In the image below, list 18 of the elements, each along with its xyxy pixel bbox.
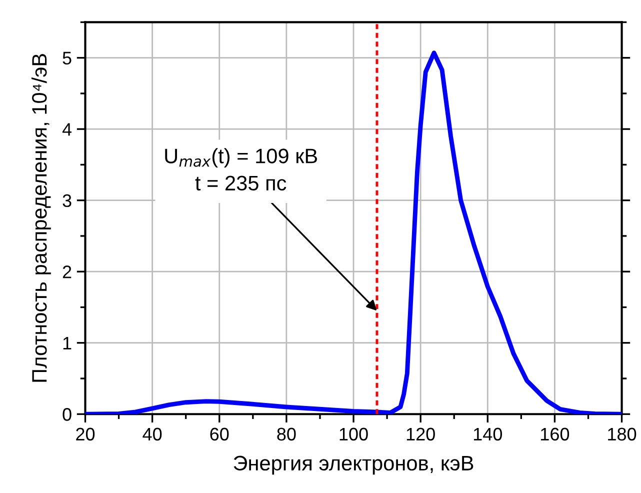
y-tick-label: 1: [63, 336, 72, 350]
y-axis-title: Плотность распределения, 10⁴/эВ: [31, 54, 51, 382]
y-tick-label: 3: [62, 194, 72, 208]
x-tick-label: 140: [474, 428, 502, 441]
y-tick-label: 4: [62, 123, 72, 136]
x-tick-label: 80: [277, 428, 296, 441]
y-tick-label: 5: [62, 52, 72, 65]
x-tick-label: 100: [340, 428, 368, 441]
y-tick-label: 0: [62, 408, 72, 421]
x-tick-label: 20: [76, 428, 95, 441]
x-tick-label: 40: [142, 428, 162, 441]
x-tick-label: 160: [541, 428, 570, 441]
x-axis-title: Энергия электронов, кэВ: [234, 456, 474, 475]
x-tick-label: 180: [608, 428, 636, 441]
y-tick-label: 2: [62, 266, 72, 278]
x-tick-label: 120: [406, 428, 435, 441]
x-tick-label: 60: [210, 428, 229, 441]
annotation: U$_{max}$(t) = 109 кВ t = 235 пс: [165, 148, 318, 191]
